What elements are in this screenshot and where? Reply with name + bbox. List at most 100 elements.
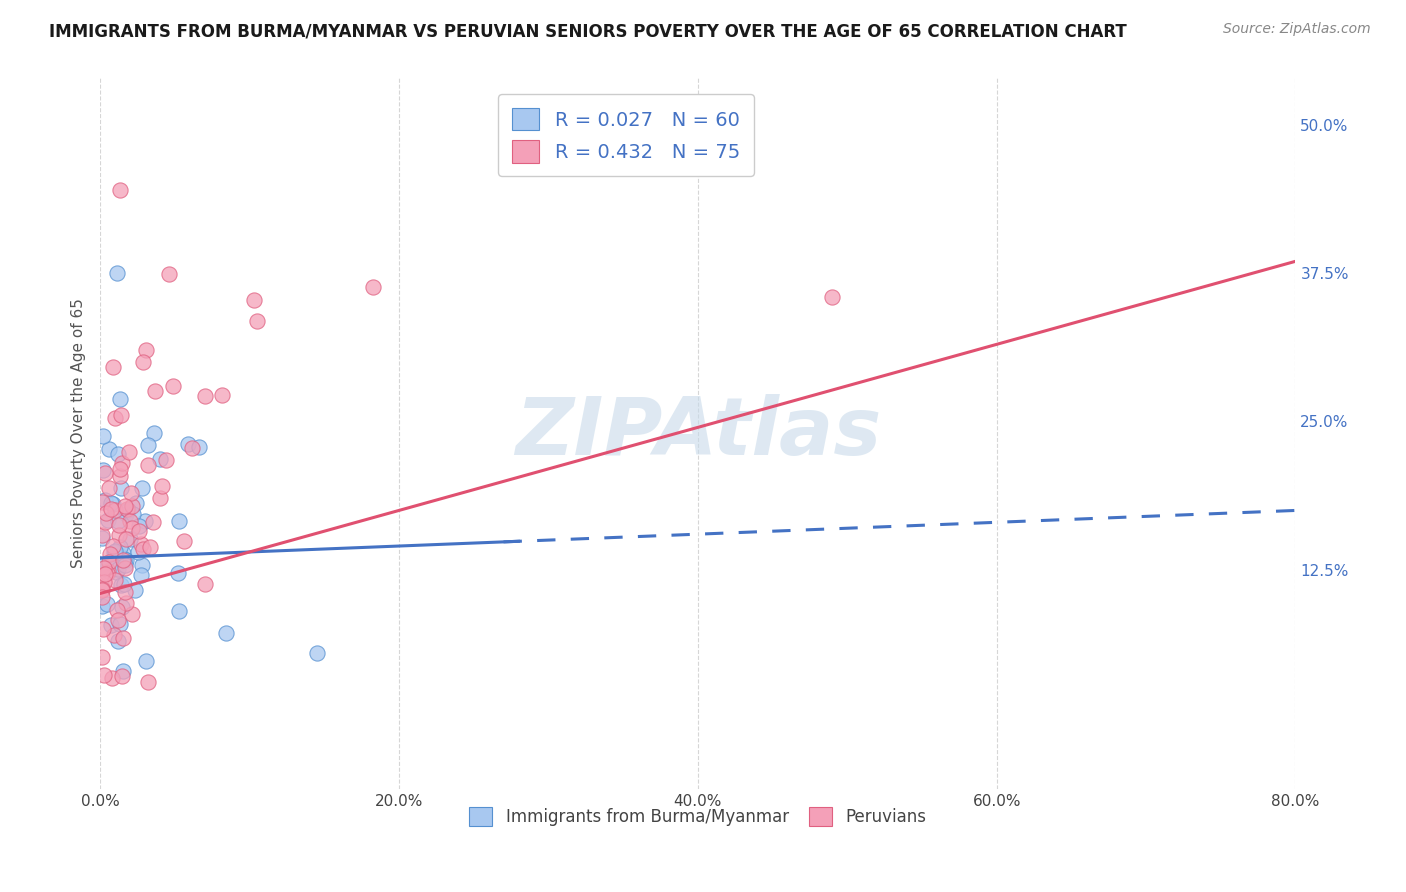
Point <box>162 379 184 393</box>
Point <box>821 290 844 304</box>
Point <box>149 491 172 505</box>
Point <box>114 576 136 591</box>
Point <box>128 524 150 539</box>
Point <box>128 518 150 533</box>
Point <box>93 575 115 590</box>
Point <box>103 545 125 559</box>
Point <box>91 528 114 542</box>
Point <box>110 481 132 495</box>
Point <box>121 607 143 622</box>
Point <box>155 452 177 467</box>
Point <box>118 514 141 528</box>
Point <box>105 266 128 280</box>
Point <box>211 388 233 402</box>
Point <box>91 429 114 443</box>
Point <box>143 384 166 398</box>
Point <box>114 560 136 574</box>
Point <box>94 566 117 581</box>
Point <box>111 664 134 678</box>
Point <box>135 654 157 668</box>
Point <box>98 481 121 495</box>
Point <box>121 521 143 535</box>
Point <box>104 559 127 574</box>
Point <box>157 267 180 281</box>
Point <box>115 532 138 546</box>
Point <box>108 183 131 197</box>
Point <box>100 618 122 632</box>
Point <box>187 441 209 455</box>
Point <box>194 577 217 591</box>
Point <box>103 628 125 642</box>
Point <box>97 513 120 527</box>
Point <box>94 467 117 481</box>
Point <box>142 426 165 441</box>
Point <box>117 503 139 517</box>
Point <box>100 565 122 579</box>
Point <box>129 537 152 551</box>
Point <box>125 496 148 510</box>
Text: ZIPAtlas: ZIPAtlas <box>515 394 882 473</box>
Point <box>94 492 117 507</box>
Point <box>97 442 120 457</box>
Point <box>115 596 138 610</box>
Point <box>105 603 128 617</box>
Point <box>91 463 114 477</box>
Point <box>118 445 141 459</box>
Point <box>114 499 136 513</box>
Point <box>129 568 152 582</box>
Point <box>108 462 131 476</box>
Point <box>120 532 142 546</box>
Point <box>139 540 162 554</box>
Point <box>108 616 131 631</box>
Point <box>101 496 124 510</box>
Point <box>103 360 125 375</box>
Point <box>114 584 136 599</box>
Point <box>94 507 117 521</box>
Point <box>104 543 127 558</box>
Point <box>107 514 129 528</box>
Point <box>111 456 134 470</box>
Point <box>107 447 129 461</box>
Point <box>111 546 134 560</box>
Point <box>167 514 190 528</box>
Point <box>114 507 136 521</box>
Point <box>108 549 131 563</box>
Point <box>110 392 132 407</box>
Point <box>93 561 115 575</box>
Point <box>305 646 328 660</box>
Point <box>167 566 190 581</box>
Point <box>136 438 159 452</box>
Text: IMMIGRANTS FROM BURMA/MYANMAR VS PERUVIAN SENIORS POVERTY OVER THE AGE OF 65 COR: IMMIGRANTS FROM BURMA/MYANMAR VS PERUVIA… <box>49 22 1128 40</box>
Point <box>115 553 138 567</box>
Point <box>177 437 200 451</box>
Point <box>91 599 114 613</box>
Point <box>110 578 132 592</box>
Point <box>90 650 112 665</box>
Point <box>90 582 112 596</box>
Point <box>167 604 190 618</box>
Point <box>96 597 118 611</box>
Point <box>108 468 131 483</box>
Point <box>107 562 129 576</box>
Point <box>98 555 121 569</box>
Point <box>101 539 124 553</box>
Point <box>107 613 129 627</box>
Point <box>100 496 122 510</box>
Point <box>150 478 173 492</box>
Point <box>136 675 159 690</box>
Point <box>134 514 156 528</box>
Point <box>246 313 269 327</box>
Point <box>194 389 217 403</box>
Point <box>124 582 146 597</box>
Point <box>142 515 165 529</box>
Point <box>107 634 129 648</box>
Point <box>93 667 115 681</box>
Point <box>132 541 155 556</box>
Y-axis label: Seniors Poverty Over the Age of 65: Seniors Poverty Over the Age of 65 <box>72 299 86 568</box>
Point <box>108 517 131 532</box>
Point <box>363 280 385 294</box>
Point <box>104 411 127 425</box>
Point <box>243 293 266 308</box>
Point <box>104 573 127 587</box>
Point <box>122 507 145 521</box>
